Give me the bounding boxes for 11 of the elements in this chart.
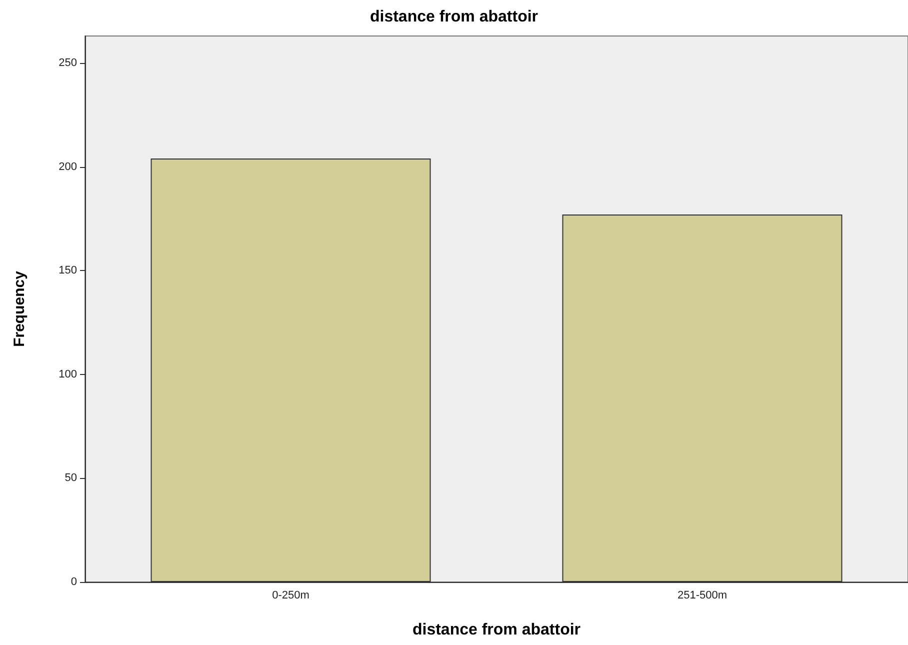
y-tick-label: 100 [58,368,77,380]
x-tick-label: 251-500m [677,590,728,602]
y-tick-label: 200 [58,160,77,173]
y-tick-label: 150 [58,264,77,277]
y-tick-label: 250 [58,56,77,69]
y-tick-label: 0 [70,576,77,588]
y-axis-title: Frequency [11,270,28,347]
chart-title: distance from abattoir [370,8,538,26]
x-tick-label: 0-250m [272,590,310,602]
y-tick-label: 50 [64,472,77,484]
x-axis-title: distance from abattoir [412,622,581,638]
